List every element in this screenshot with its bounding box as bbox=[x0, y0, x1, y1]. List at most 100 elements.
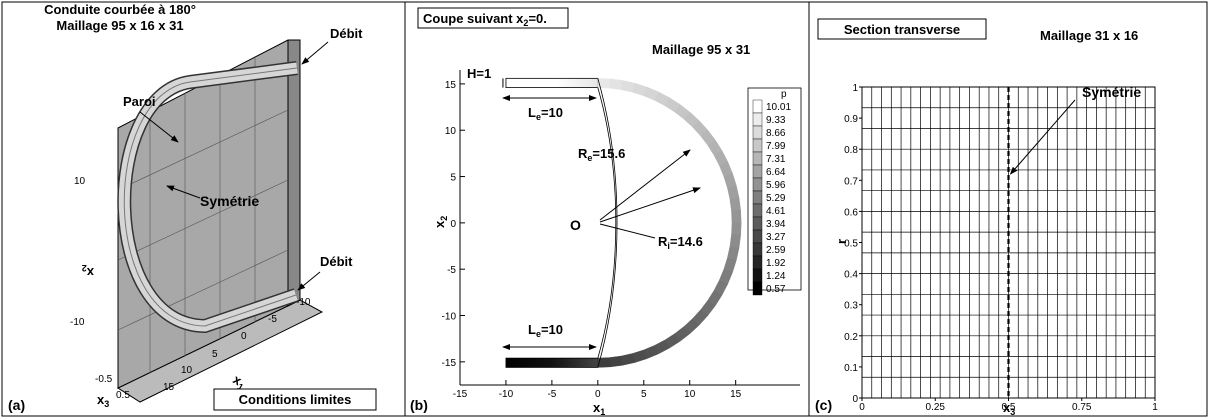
arrow bbox=[301, 41, 329, 65]
legend-label: 0.57 bbox=[766, 284, 786, 295]
legend-swatch bbox=[752, 190, 763, 205]
legend-label: 4.61 bbox=[766, 206, 786, 217]
legend-swatch bbox=[752, 242, 763, 257]
legend-swatch bbox=[752, 138, 763, 153]
y-tick-label: -15 bbox=[442, 358, 457, 369]
annotation: Le=10 bbox=[528, 322, 563, 339]
arrow bbox=[297, 271, 321, 291]
annotation: Symétrie bbox=[200, 193, 259, 209]
tick-label: 10 bbox=[181, 365, 193, 376]
axis-label: x2 bbox=[432, 216, 449, 228]
panel-a: Conduite courbée à 180° Maillage 95 x 16… bbox=[8, 2, 377, 413]
legend-swatch bbox=[752, 112, 763, 127]
y-tick-label: 0.6 bbox=[844, 207, 858, 218]
title: Maillage 95 x 16 x 31 bbox=[56, 18, 183, 33]
annotation: Ri=14.6 bbox=[658, 234, 703, 251]
legend-swatch bbox=[752, 177, 763, 192]
x-tick-label: -5 bbox=[547, 389, 556, 400]
y-tick-label: 15 bbox=[445, 80, 457, 91]
y-tick-label: 0.4 bbox=[844, 270, 858, 281]
pipe-bend bbox=[597, 78, 611, 89]
y-tick-label: 0.1 bbox=[844, 363, 858, 374]
legend-label: 6.64 bbox=[766, 167, 786, 178]
panel-border bbox=[808, 1, 1208, 417]
legend-label: 7.31 bbox=[766, 154, 786, 165]
axis-label: x3 bbox=[1003, 400, 1015, 417]
legend-label: 10.01 bbox=[766, 102, 791, 113]
wall-edge bbox=[287, 39, 301, 307]
legend-swatch bbox=[752, 203, 763, 218]
x-tick-label: 1 bbox=[1152, 402, 1158, 413]
annotation: Le=10 bbox=[528, 105, 563, 122]
y-tick-label: 1 bbox=[852, 83, 858, 94]
legend-label: 7.99 bbox=[766, 141, 786, 152]
label-box bbox=[817, 18, 987, 40]
y-tick-label: 0.9 bbox=[844, 114, 858, 125]
x-tick-label: 0 bbox=[859, 402, 865, 413]
pipe-bend bbox=[731, 209, 742, 224]
x-tick-label: 0.25 bbox=[926, 402, 946, 413]
pipe-outlet bbox=[505, 357, 599, 368]
arrow bbox=[139, 111, 179, 143]
x-tick-label: 5 bbox=[641, 389, 647, 400]
pipe-bend bbox=[731, 222, 742, 236]
legend-label: 5.96 bbox=[766, 180, 786, 191]
y-tick-label: 0.7 bbox=[844, 176, 858, 187]
axis-label: x2 bbox=[82, 263, 94, 280]
legend-swatch bbox=[752, 229, 763, 244]
legend-label: 1.24 bbox=[766, 271, 786, 282]
y-tick-label: 0.8 bbox=[844, 145, 858, 156]
box-text: Coupe suivant x2=0. bbox=[423, 11, 547, 28]
pipe-bend bbox=[609, 78, 624, 90]
panel-b: Coupe suivant x2=0. Maillage 95 x 31 H=1… bbox=[410, 7, 750, 417]
pipe-bend bbox=[609, 355, 624, 368]
wall-grid bbox=[117, 57, 289, 373]
pipe-bend bbox=[727, 185, 740, 200]
tick-label: 10 bbox=[74, 176, 86, 187]
x-tick-label: -10 bbox=[499, 389, 514, 400]
legend-swatch bbox=[752, 216, 763, 231]
axis-label: r bbox=[834, 239, 849, 244]
y-tick-label: -5 bbox=[447, 265, 456, 276]
tick-label: 0.5 bbox=[116, 390, 130, 401]
x-tick-label: 0.75 bbox=[1072, 402, 1092, 413]
legend-swatch bbox=[752, 281, 763, 296]
center-label: O bbox=[570, 217, 581, 233]
x-tick-label: -15 bbox=[453, 389, 468, 400]
y-tick-label: 0.3 bbox=[844, 301, 858, 312]
pipe-wall bbox=[597, 87, 617, 359]
arrow bbox=[599, 149, 691, 221]
annotation: Symétrie bbox=[1082, 84, 1141, 100]
axis-label: x3 bbox=[97, 392, 109, 409]
box-text: Conditions limites bbox=[239, 392, 352, 407]
annotation: Paroi bbox=[123, 94, 156, 109]
x-tick-label: 0.5 bbox=[1002, 402, 1016, 413]
mesh-label: Maillage 31 x 16 bbox=[1040, 28, 1138, 43]
tick-label: -5 bbox=[268, 314, 277, 325]
legend-label: 5.29 bbox=[766, 193, 786, 204]
tick-label: 0 bbox=[241, 331, 247, 342]
annotation: H=1 bbox=[467, 66, 491, 81]
mesh-label: Maillage 95 x 31 bbox=[652, 42, 750, 57]
y-tick-label: -10 bbox=[442, 312, 457, 323]
y-tick-label: 0 bbox=[450, 219, 456, 230]
tick-label: -0.5 bbox=[95, 374, 113, 385]
tick-label: -10 bbox=[70, 317, 85, 328]
y-tick-label: 0 bbox=[852, 394, 858, 405]
y-tick-label: 10 bbox=[445, 126, 457, 137]
pipe-bend bbox=[620, 353, 636, 366]
legend-label: 3.27 bbox=[766, 232, 786, 243]
panel-c: Section transverse Maillage 31 x 16 Symé… bbox=[815, 18, 1141, 417]
pipe-symmetry bbox=[123, 67, 298, 327]
tick-label: 15 bbox=[163, 382, 175, 393]
pipe-bend bbox=[729, 197, 741, 212]
legend-label: 8.66 bbox=[766, 128, 786, 139]
legend-label: 2.59 bbox=[766, 245, 786, 256]
legend-swatch bbox=[752, 164, 763, 179]
arrow bbox=[1009, 99, 1076, 175]
tick-label: -10 bbox=[296, 297, 311, 308]
y-tick-label: 0.5 bbox=[844, 239, 858, 250]
legend-label: 3.94 bbox=[766, 219, 786, 230]
label-box bbox=[213, 388, 377, 411]
